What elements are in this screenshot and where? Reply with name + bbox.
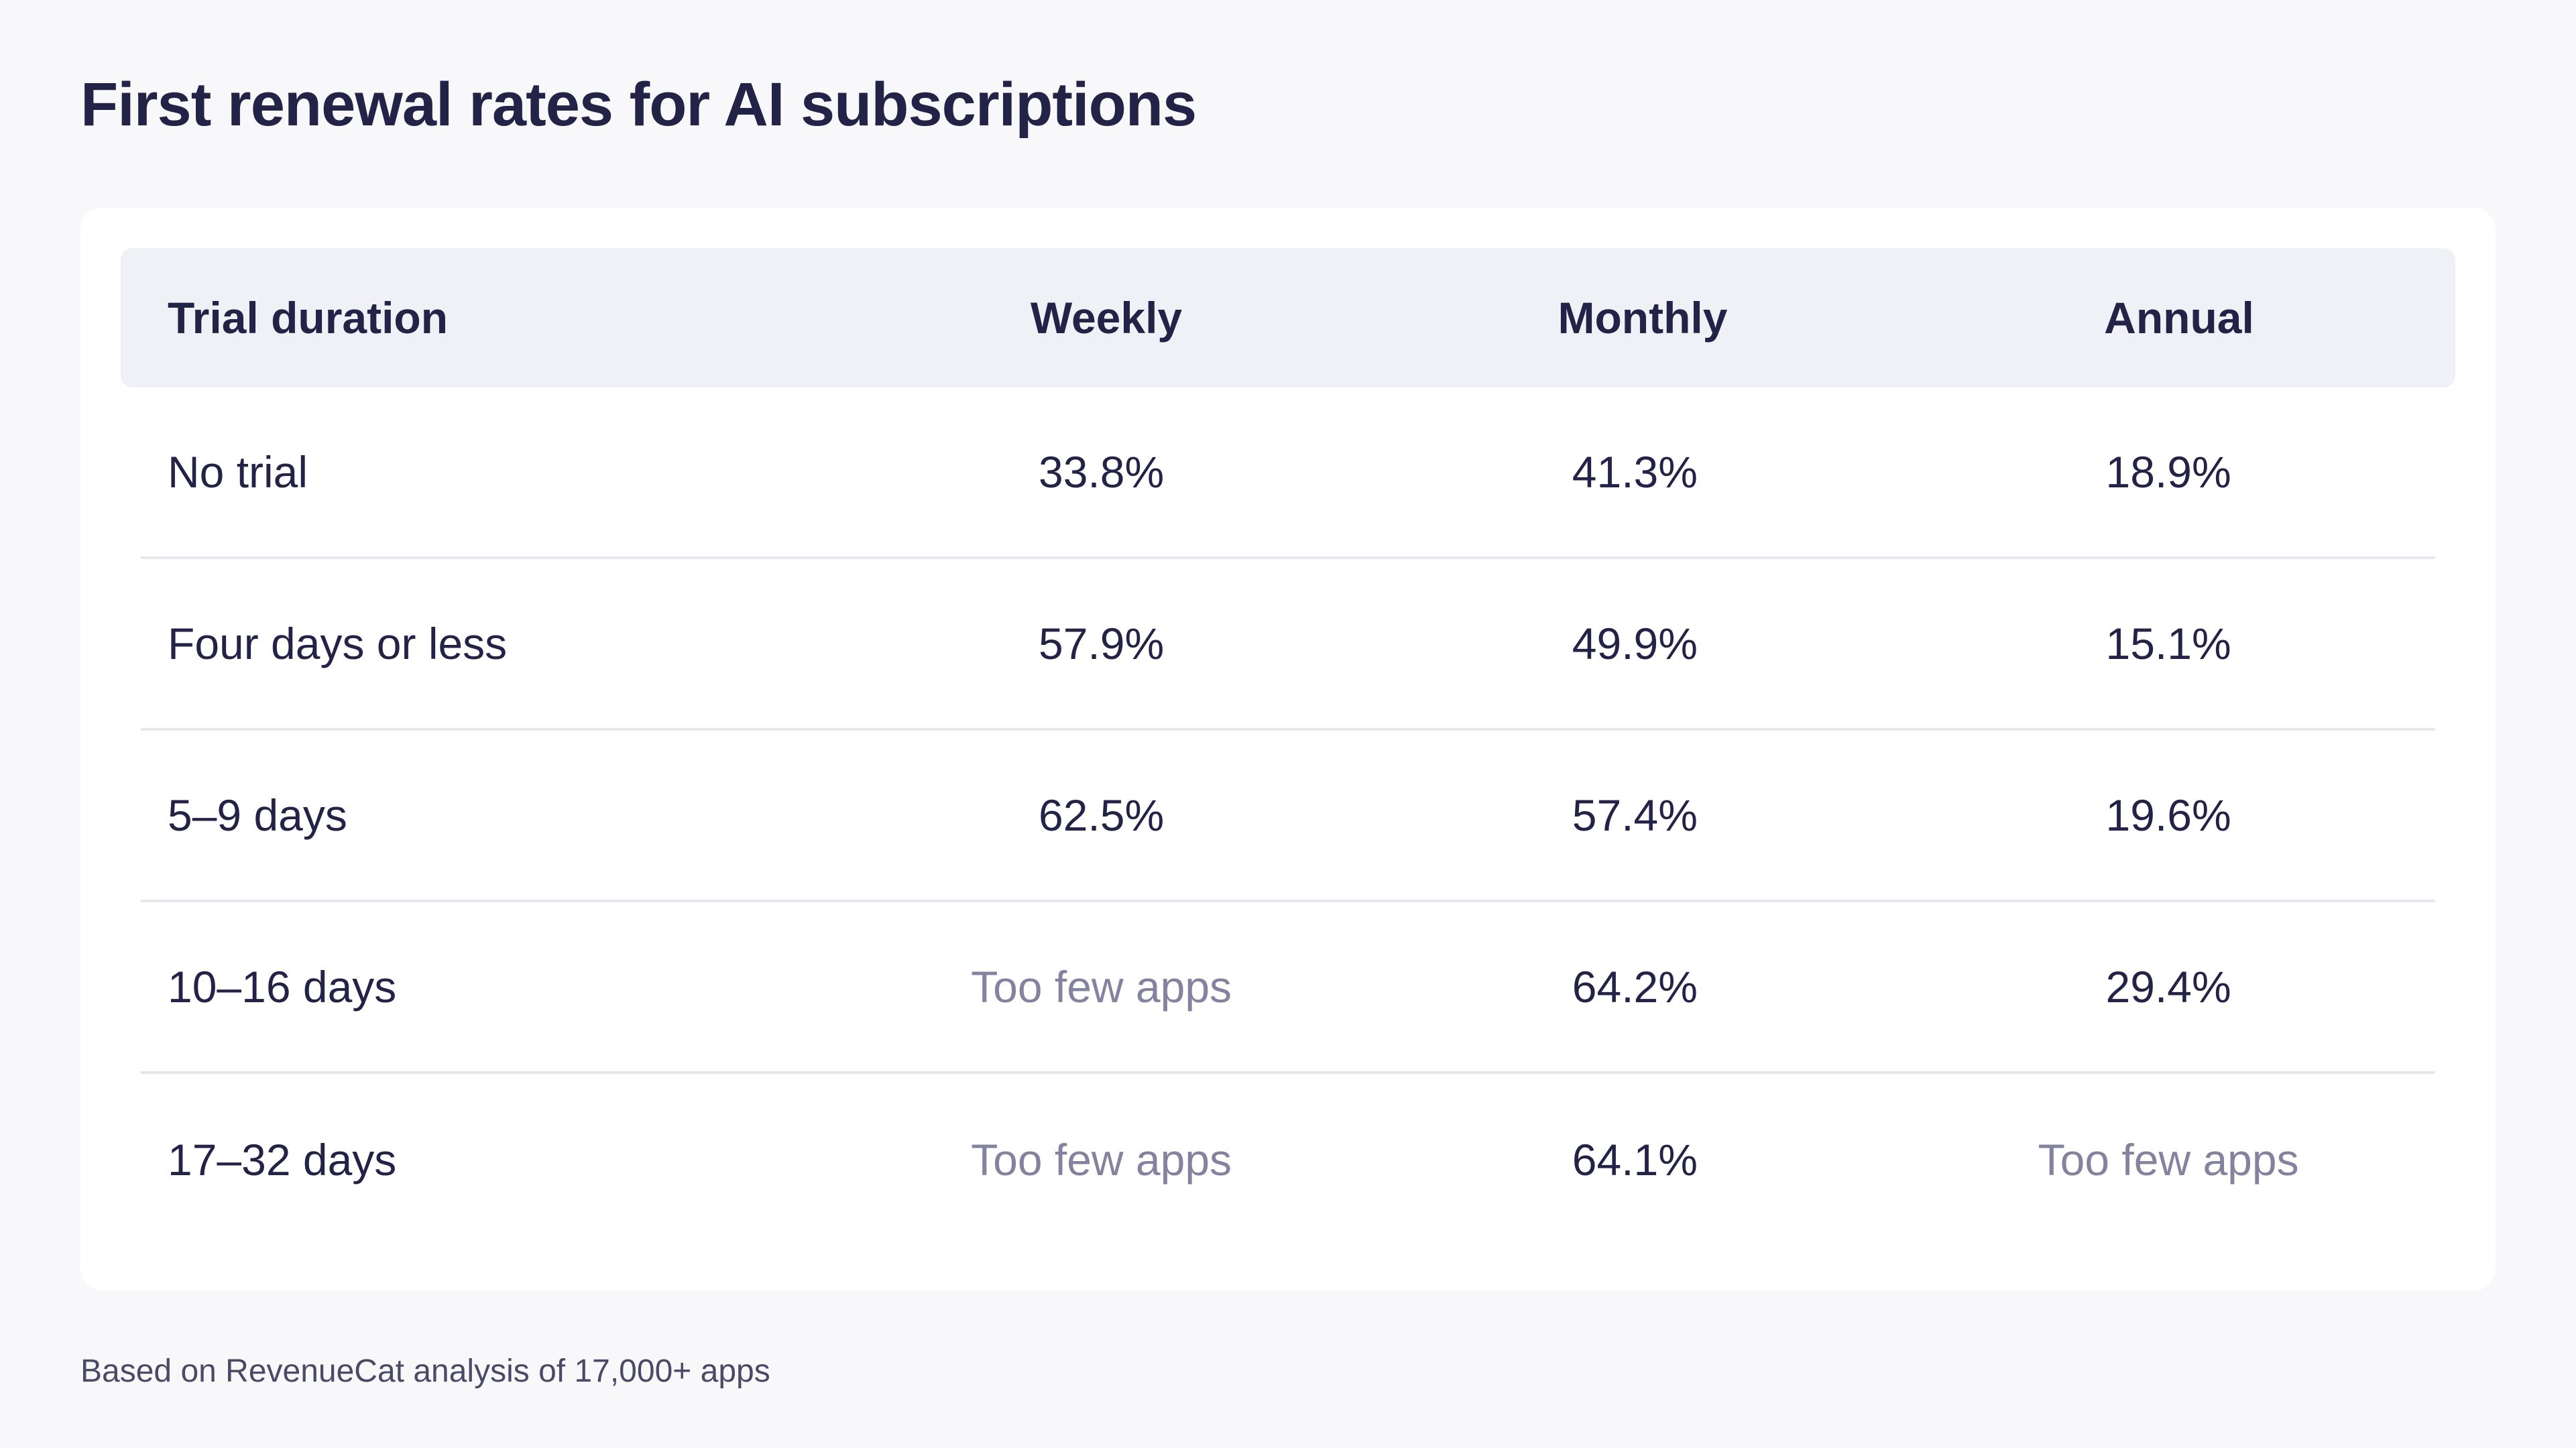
renewal-table: Trial duration Weekly Monthly Annual No …	[121, 248, 2455, 1246]
table-cell-monthly: 41.3%	[1572, 447, 1698, 497]
row-label: 5–9 days	[168, 790, 347, 840]
table-cell-monthly: 64.2%	[1572, 962, 1698, 1012]
table-cell-annual: 15.1%	[2105, 619, 2231, 668]
table-cell-weekly: Too few apps	[971, 962, 1232, 1012]
table-row: 5–9 days 62.5% 57.4% 19.6%	[141, 731, 2435, 902]
table-cell-weekly: 57.9%	[1039, 619, 1165, 668]
source-footnote: Based on RevenueCat analysis of 17,000+ …	[80, 1353, 770, 1389]
column-header-trial-duration: Trial duration	[168, 293, 449, 343]
table-card: Trial duration Weekly Monthly Annual No …	[80, 208, 2496, 1290]
column-header-weekly: Weekly	[1030, 293, 1183, 343]
table-cell-weekly: 33.8%	[1039, 447, 1165, 497]
table-cell-annual: 29.4%	[2105, 962, 2231, 1012]
table-cell-annual: 18.9%	[2105, 447, 2231, 497]
row-label: Four days or less	[168, 619, 508, 668]
table-cell-annual: 19.6%	[2105, 790, 2231, 840]
table-cell-monthly: 64.1%	[1572, 1135, 1698, 1185]
table-row: No trial 33.8% 41.3% 18.9%	[141, 387, 2435, 559]
table-row: Four days or less 57.9% 49.9% 15.1%	[141, 559, 2435, 731]
table-cell-weekly: 62.5%	[1039, 790, 1165, 840]
column-header-monthly: Monthly	[1558, 293, 1728, 343]
row-label: 10–16 days	[168, 962, 397, 1012]
page-title: First renewal rates for AI subscriptions	[80, 70, 1197, 139]
table-cell-monthly: 57.4%	[1572, 790, 1698, 840]
table-cell-monthly: 49.9%	[1572, 619, 1698, 668]
table-cell-annual: Too few apps	[2038, 1135, 2299, 1185]
row-label: 17–32 days	[168, 1135, 397, 1185]
table-row: 10–16 days Too few apps 64.2% 29.4%	[141, 902, 2435, 1074]
table-row: 17–32 days Too few apps 64.1% Too few ap…	[141, 1074, 2435, 1246]
table-header-row: Trial duration Weekly Monthly Annual	[121, 248, 2455, 387]
row-label: No trial	[168, 447, 308, 497]
column-header-annual: Annual	[2104, 293, 2254, 343]
table-cell-weekly: Too few apps	[971, 1135, 1232, 1185]
